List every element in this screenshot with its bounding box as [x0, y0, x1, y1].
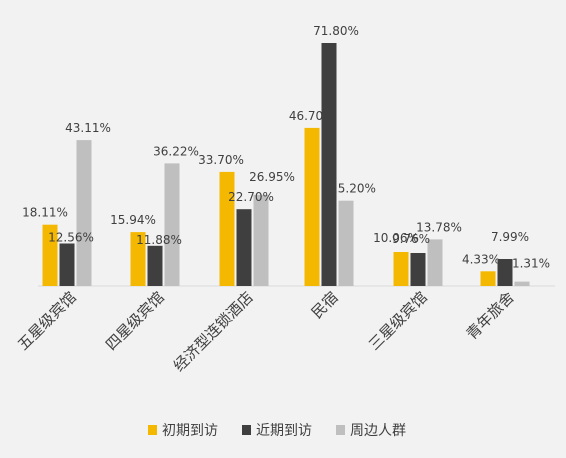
data-label-2-6: 7.99%	[491, 230, 529, 244]
bar-1-3	[219, 171, 235, 286]
data-label-3-5: 13.78%	[416, 220, 462, 234]
category-label-4: 民宿	[308, 288, 342, 322]
legend-swatch-1	[148, 425, 157, 435]
data-label-2-3: 22.70%	[228, 190, 274, 204]
data-label-3-2: 36.22%	[153, 144, 199, 158]
value-labels-layer: 18.11% 12.56% 43.11% 15.94% 11.88% 36.22%33.7…	[22, 24, 550, 271]
bar-3-1	[76, 140, 92, 286]
data-label-2-4: 71.80%	[313, 24, 359, 38]
data-label-3-6: 1.31%	[512, 257, 550, 271]
data-label-2-5: 9.76%	[392, 232, 430, 246]
bar-1-2	[130, 232, 146, 286]
category-labels-layer: 五星级宾馆 四星级宾馆 经济型连锁酒店 民宿 三星级宾馆 青年旅舍	[14, 288, 518, 375]
data-label-1-6: 4.33%	[462, 252, 500, 266]
bar-3-6	[514, 281, 530, 286]
bar-2-6	[497, 259, 513, 286]
data-label-1-2: 15.94%	[110, 213, 156, 227]
legend-swatch-2	[242, 425, 251, 435]
legend-item-3: 周边人群	[336, 423, 406, 439]
bar-1-4	[304, 127, 320, 287]
bar-2-2	[147, 245, 163, 286]
category-label-6: 青年旅舍	[463, 288, 518, 343]
bar-3-3	[253, 194, 269, 286]
data-label-3-3: 26.95%	[249, 170, 295, 184]
legend-label-3: 周边人群	[350, 423, 406, 439]
category-label-2: 四星级宾馆	[102, 288, 168, 354]
bar-1-6	[480, 271, 496, 286]
legend-swatch-3	[336, 425, 345, 435]
bar-1-5	[393, 252, 409, 286]
bar-3-5	[427, 239, 443, 286]
data-label-2-2: 11.88%	[136, 233, 182, 247]
category-label-3: 经济型连锁酒店	[170, 288, 257, 375]
legend-label-1: 初期到访	[162, 422, 218, 439]
bar-2-4	[321, 43, 337, 286]
category-label-5: 三星级宾馆	[365, 288, 431, 354]
data-label-1-3: 33.70%	[198, 153, 244, 167]
bar-2-3	[236, 209, 252, 286]
legend-item-2: 近期到访	[242, 423, 312, 439]
bar-1-1	[42, 224, 58, 286]
category-label-1: 五星级宾馆	[14, 288, 80, 354]
bar-3-2	[164, 163, 180, 286]
legend-label-2: 近期到访	[256, 423, 312, 439]
legend-item-1: 初期到访	[148, 422, 218, 439]
bar-3-4	[338, 200, 354, 286]
data-label-1-5: 10.06%	[373, 231, 419, 245]
data-label-3-1: 43.11%	[65, 121, 111, 135]
bars-layer	[42, 43, 530, 287]
data-label-1-1: 18.11%	[22, 206, 68, 220]
data-label-3-4: 25.20%	[330, 182, 376, 196]
data-label-2-1: 12.56%	[48, 231, 94, 245]
bar-2-1	[59, 243, 75, 286]
bar-2-5	[410, 253, 426, 286]
data-label-1-4: 46.70	[289, 109, 323, 123]
legend: 初期到访 近期到访 周边人群	[148, 422, 406, 439]
